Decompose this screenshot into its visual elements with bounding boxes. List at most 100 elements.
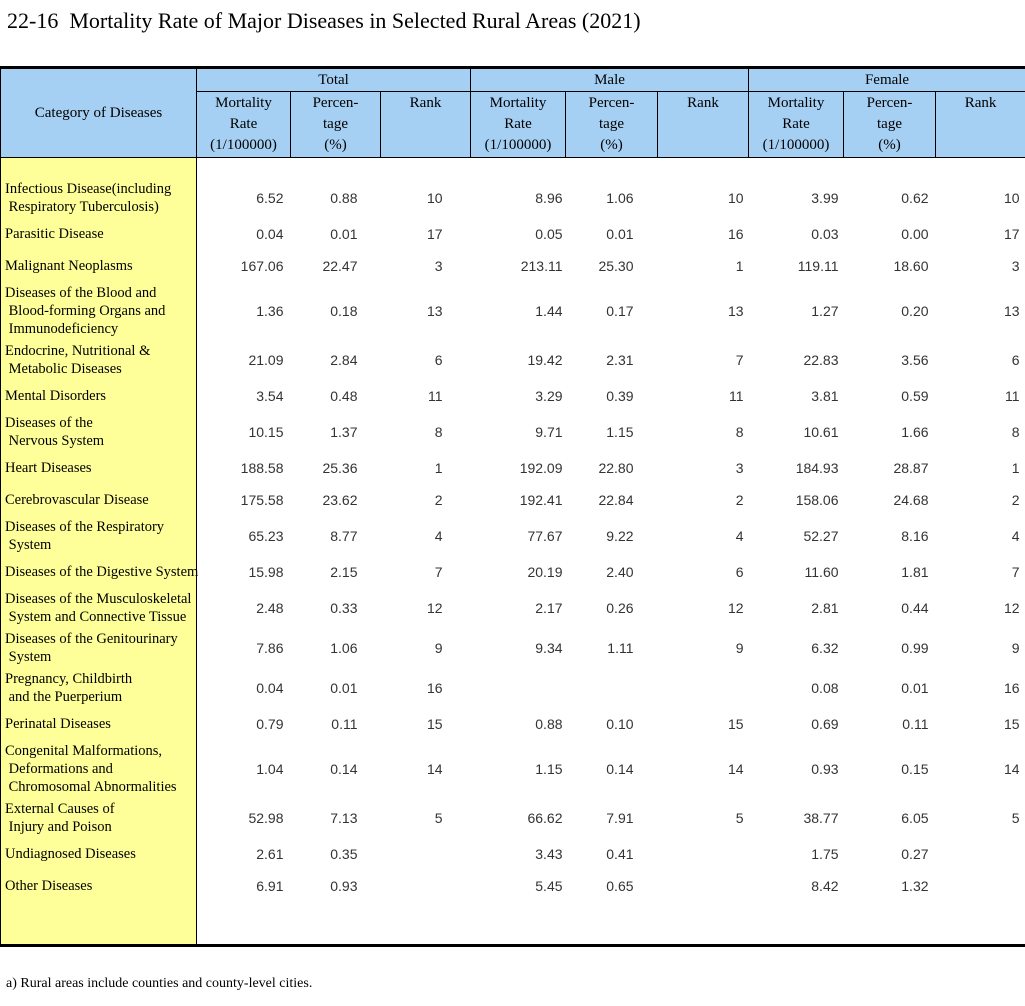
category-line: Diseases of the xyxy=(5,415,93,431)
male-pct-cell: 22.84 xyxy=(598,492,634,508)
category-line: Deformations and xyxy=(5,761,113,777)
male-rate-cell: 8.96 xyxy=(535,190,563,206)
category-line: Other Diseases xyxy=(5,878,93,894)
subheader-female-rank: Rank xyxy=(935,91,1025,158)
subheader-male-rank: Rank xyxy=(657,91,750,158)
table-row: Other Diseases 6.91 0.93 5.45 0.65 8.42 … xyxy=(0,870,1025,902)
category-cell: Malignant Neoplasms xyxy=(0,250,197,282)
table-row: Diseases of the Digestive System 15.98 2… xyxy=(0,556,1025,588)
male-rate-cell: 19.42 xyxy=(527,352,563,368)
category-line: Pregnancy, Childbirth xyxy=(5,671,133,687)
total-rate-cell: 1.04 xyxy=(256,761,284,777)
male-rank-cell: 7 xyxy=(735,352,744,368)
male-rank-cell: 11 xyxy=(728,388,744,404)
category-cell: Diseases of the Respiratory System xyxy=(0,516,197,556)
total-rate-cell: 10.15 xyxy=(248,424,284,440)
subheader-line: Percen- xyxy=(312,95,359,111)
female-rate-cell: 22.83 xyxy=(803,352,839,368)
table-row: Perinatal Diseases 0.79 0.11 15 0.88 0.1… xyxy=(0,708,1025,740)
female-rank-cell: 17 xyxy=(1003,226,1020,242)
category-line: Perinatal Diseases xyxy=(5,716,111,732)
category-cell: External Causes of Injury and Poison xyxy=(0,798,197,838)
female-rate-cell: 184.93 xyxy=(795,460,839,476)
male-rate-cell: 9.71 xyxy=(535,424,563,440)
category-cell: Diseases of the Nervous System xyxy=(0,412,197,452)
male-rank-cell: 4 xyxy=(735,528,744,544)
subheader-total-percentage: Percen- tage (%) xyxy=(290,91,381,158)
total-rate-cell: 6.91 xyxy=(256,878,284,894)
male-rank-cell: 13 xyxy=(727,303,744,319)
male-rate-cell: 0.05 xyxy=(535,226,563,242)
male-pct-cell: 0.26 xyxy=(606,600,634,616)
category-cell: Cerebrovascular Disease xyxy=(0,484,197,516)
total-pct-cell: 22.47 xyxy=(322,258,358,274)
category-header-cell: Category of Diseases xyxy=(0,67,197,158)
female-pct-cell: 1.81 xyxy=(901,564,929,580)
male-rate-cell: 3.29 xyxy=(535,388,563,404)
male-rank-cell: 14 xyxy=(727,761,744,777)
male-pct-cell: 0.65 xyxy=(606,878,634,894)
total-pct-cell: 7.13 xyxy=(330,810,358,826)
category-cell: Parasitic Disease xyxy=(0,218,197,250)
subheader-line: (%) xyxy=(324,137,347,153)
category-cell: Pregnancy, Childbirth and the Puerperium xyxy=(0,668,197,708)
female-rate-cell: 10.61 xyxy=(803,424,839,440)
subheader-line: Rank xyxy=(964,95,997,111)
total-pct-cell: 0.88 xyxy=(330,190,358,206)
male-rate-cell: 20.19 xyxy=(527,564,563,580)
total-rank-cell: 5 xyxy=(434,810,443,826)
male-rate-cell: 213.11 xyxy=(520,258,563,274)
category-cell: Mental Disorders xyxy=(0,380,197,412)
female-rate-cell: 38.77 xyxy=(803,810,839,826)
total-pct-cell: 0.93 xyxy=(330,878,358,894)
table-row: Congenital Malformations, Deformations a… xyxy=(0,740,1025,798)
total-rank-cell: 7 xyxy=(434,564,443,580)
subheader-line: (1/100000) xyxy=(762,137,830,153)
female-rank-cell: 11 xyxy=(1004,388,1020,404)
total-rate-cell: 2.48 xyxy=(256,600,284,616)
category-line: Infectious Disease(including xyxy=(5,181,172,197)
table-row: Undiagnosed Diseases 2.61 0.35 3.43 0.41… xyxy=(0,838,1025,870)
female-rate-cell: 119.11 xyxy=(797,258,839,274)
table-row: Diseases of the Nervous System 10.15 1.3… xyxy=(0,412,1025,452)
female-rank-cell: 15 xyxy=(1003,716,1020,732)
group-header-male: Male xyxy=(470,67,750,92)
male-rate-cell: 77.67 xyxy=(527,528,563,544)
female-rate-cell: 3.81 xyxy=(811,388,839,404)
subheader-total-mortality: Mortality Rate (1/100000) xyxy=(196,91,291,158)
female-rate-cell: 0.93 xyxy=(811,761,839,777)
subheader-line: tage xyxy=(877,116,902,132)
subheader-line: (1/100000) xyxy=(210,137,277,153)
category-line: Undiagnosed Diseases xyxy=(5,846,136,862)
category-line: Parasitic Disease xyxy=(5,226,104,242)
total-pct-cell: 1.37 xyxy=(330,424,358,440)
category-line: Immunodeficiency xyxy=(5,321,119,337)
category-line: Malignant Neoplasms xyxy=(5,258,133,274)
subheader-line: tage xyxy=(599,116,624,132)
male-rate-cell: 9.34 xyxy=(535,640,563,656)
table-row: Malignant Neoplasms 167.06 22.47 3 213.1… xyxy=(0,250,1025,282)
spacer-row-bottom xyxy=(0,902,1025,946)
group-header-row: Category of Diseases Total Male Female xyxy=(0,67,1025,158)
total-rate-cell: 15.98 xyxy=(248,564,284,580)
total-rate-cell: 167.06 xyxy=(240,258,284,274)
female-rate-cell: 8.42 xyxy=(811,878,839,894)
female-rate-cell: 3.99 xyxy=(811,190,839,206)
total-rank-cell: 11 xyxy=(427,388,443,404)
total-rate-cell: 2.61 xyxy=(256,846,284,862)
total-pct-cell: 2.15 xyxy=(330,564,358,580)
total-pct-cell: 23.62 xyxy=(322,492,358,508)
female-rank-cell: 6 xyxy=(1011,352,1020,368)
subheader-line: Rank xyxy=(409,95,442,111)
table-row: Diseases of the Respiratory System 65.23… xyxy=(0,516,1025,556)
male-pct-cell: 0.01 xyxy=(606,226,634,242)
female-rate-cell: 11.60 xyxy=(804,564,839,580)
total-pct-cell: 1.06 xyxy=(330,640,358,656)
male-rate-cell xyxy=(471,668,566,708)
category-line: and the Puerperium xyxy=(5,689,123,705)
table-row: Mental Disorders 3.54 0.48 11 3.29 0.39 … xyxy=(0,380,1025,412)
footnote: a) Rural areas include counties and coun… xyxy=(6,976,313,991)
total-pct-cell: 0.48 xyxy=(330,388,358,404)
category-line: Chromosomal Abnormalities xyxy=(5,779,177,795)
female-pct-cell: 0.00 xyxy=(901,226,929,242)
